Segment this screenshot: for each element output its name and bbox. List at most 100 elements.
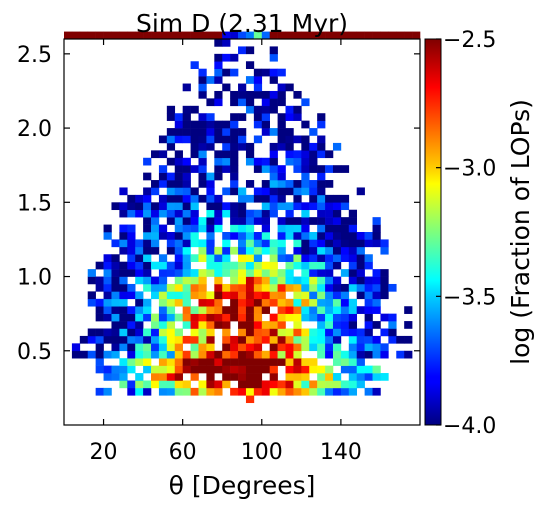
heatmap-cell <box>174 246 183 255</box>
heatmap-cell <box>317 224 326 233</box>
heatmap-cell <box>230 180 239 188</box>
heatmap-cell <box>230 120 239 129</box>
heatmap-cell <box>253 358 263 366</box>
heatmap-cell <box>166 365 176 374</box>
heatmap-cell <box>325 261 334 270</box>
heatmap-cell <box>238 209 247 218</box>
heatmap-cell <box>238 335 247 344</box>
heatmap-cell <box>245 31 255 40</box>
heatmap-cell <box>317 254 326 262</box>
heatmap-cell <box>317 142 326 151</box>
heatmap-cell <box>214 291 223 300</box>
heatmap-cell <box>166 187 176 196</box>
heatmap-cell <box>135 276 144 285</box>
heatmap-cell <box>190 202 199 211</box>
heatmap-cell <box>151 276 160 285</box>
heatmap-cell <box>277 187 286 196</box>
heatmap-cell <box>103 298 112 307</box>
heatmap-cell <box>285 306 294 314</box>
heatmap-cell <box>238 321 247 329</box>
heatmap-cell <box>158 380 168 389</box>
heatmap-cell <box>277 120 286 129</box>
heatmap-cell <box>206 239 215 248</box>
heatmap-cell <box>230 135 239 144</box>
heatmap-cell <box>230 217 239 225</box>
heatmap-cell <box>261 321 270 329</box>
heatmap-cell <box>253 306 263 314</box>
heatmap-cell <box>190 135 199 144</box>
heatmap-cell <box>372 31 381 40</box>
heatmap-cell <box>230 365 239 374</box>
heatmap-cell <box>293 135 302 144</box>
heatmap-cell <box>182 135 191 144</box>
heatmap-cell <box>340 387 350 396</box>
heatmap-cell <box>340 358 350 366</box>
heatmap-cell <box>253 194 263 203</box>
colorbar-tick-label: −3.5 <box>443 285 496 310</box>
heatmap-cell <box>277 224 286 233</box>
heatmap-cell <box>332 306 342 314</box>
heatmap-cell <box>174 313 183 322</box>
heatmap-cell <box>309 283 318 292</box>
heatmap-cell <box>356 254 365 262</box>
heatmap-cell <box>348 239 358 248</box>
heatmap-cell <box>166 306 176 314</box>
heatmap-cell <box>277 90 286 99</box>
heatmap-cell <box>301 365 310 374</box>
heatmap-cell <box>380 328 389 337</box>
heatmap-cell <box>214 358 223 366</box>
heatmap-cell <box>301 335 310 344</box>
heatmap-cell <box>269 269 278 277</box>
heatmap-cell <box>348 224 358 233</box>
heatmap-cell <box>325 165 334 173</box>
heatmap-cell <box>309 380 318 389</box>
heatmap-cell <box>174 298 183 307</box>
heatmap-cell <box>309 31 318 40</box>
heatmap-cell <box>261 31 270 40</box>
heatmap-cell <box>158 283 168 292</box>
heatmap-cell <box>380 31 389 40</box>
heatmap-cell <box>325 298 334 307</box>
heatmap-cell <box>135 387 144 396</box>
heatmap-cell <box>182 239 191 248</box>
heatmap-cell <box>111 239 120 248</box>
heatmap-cell <box>253 209 263 218</box>
heatmap-cell <box>174 113 183 121</box>
heatmap-cell <box>230 276 239 285</box>
heatmap-cell <box>158 135 168 144</box>
heatmap-cell <box>198 194 207 203</box>
heatmap-cell <box>214 276 223 285</box>
heatmap-cell <box>301 283 310 292</box>
y-tick-label: 0.5 <box>17 340 52 365</box>
heatmap-cell <box>135 261 144 270</box>
heatmap-cell <box>277 283 286 292</box>
heatmap-cell <box>301 269 310 277</box>
x-tick-label: 140 <box>320 440 362 465</box>
heatmap-cell <box>127 343 136 352</box>
heatmap-cell <box>285 224 294 233</box>
x-axis: 20 60 100 140 <box>90 39 362 465</box>
heatmap-cell <box>182 261 191 270</box>
heatmap-cell <box>222 335 231 344</box>
heatmap-cell <box>356 31 365 40</box>
heatmap-cell <box>293 202 302 211</box>
heatmap-cell <box>230 387 239 396</box>
heatmap-cell <box>277 202 286 211</box>
heatmap-cell <box>103 387 112 396</box>
heatmap-cell <box>143 298 152 307</box>
heatmap-cell <box>348 358 358 366</box>
heatmap-cell <box>206 380 215 389</box>
heatmap-cell <box>293 157 302 166</box>
heatmap-cell <box>309 180 318 188</box>
heatmap-cell <box>325 246 334 255</box>
heatmap-cell <box>198 291 207 300</box>
heatmap-cell <box>127 283 136 292</box>
heatmap-cell <box>277 239 286 248</box>
heatmap-cell <box>190 239 199 248</box>
heatmap-cell <box>95 358 104 366</box>
heatmap-cell <box>396 31 405 40</box>
heatmap-cell <box>348 269 358 277</box>
heatmap-cell <box>253 113 263 121</box>
heatmap-cell <box>317 165 326 173</box>
heatmap-cell <box>143 313 152 322</box>
